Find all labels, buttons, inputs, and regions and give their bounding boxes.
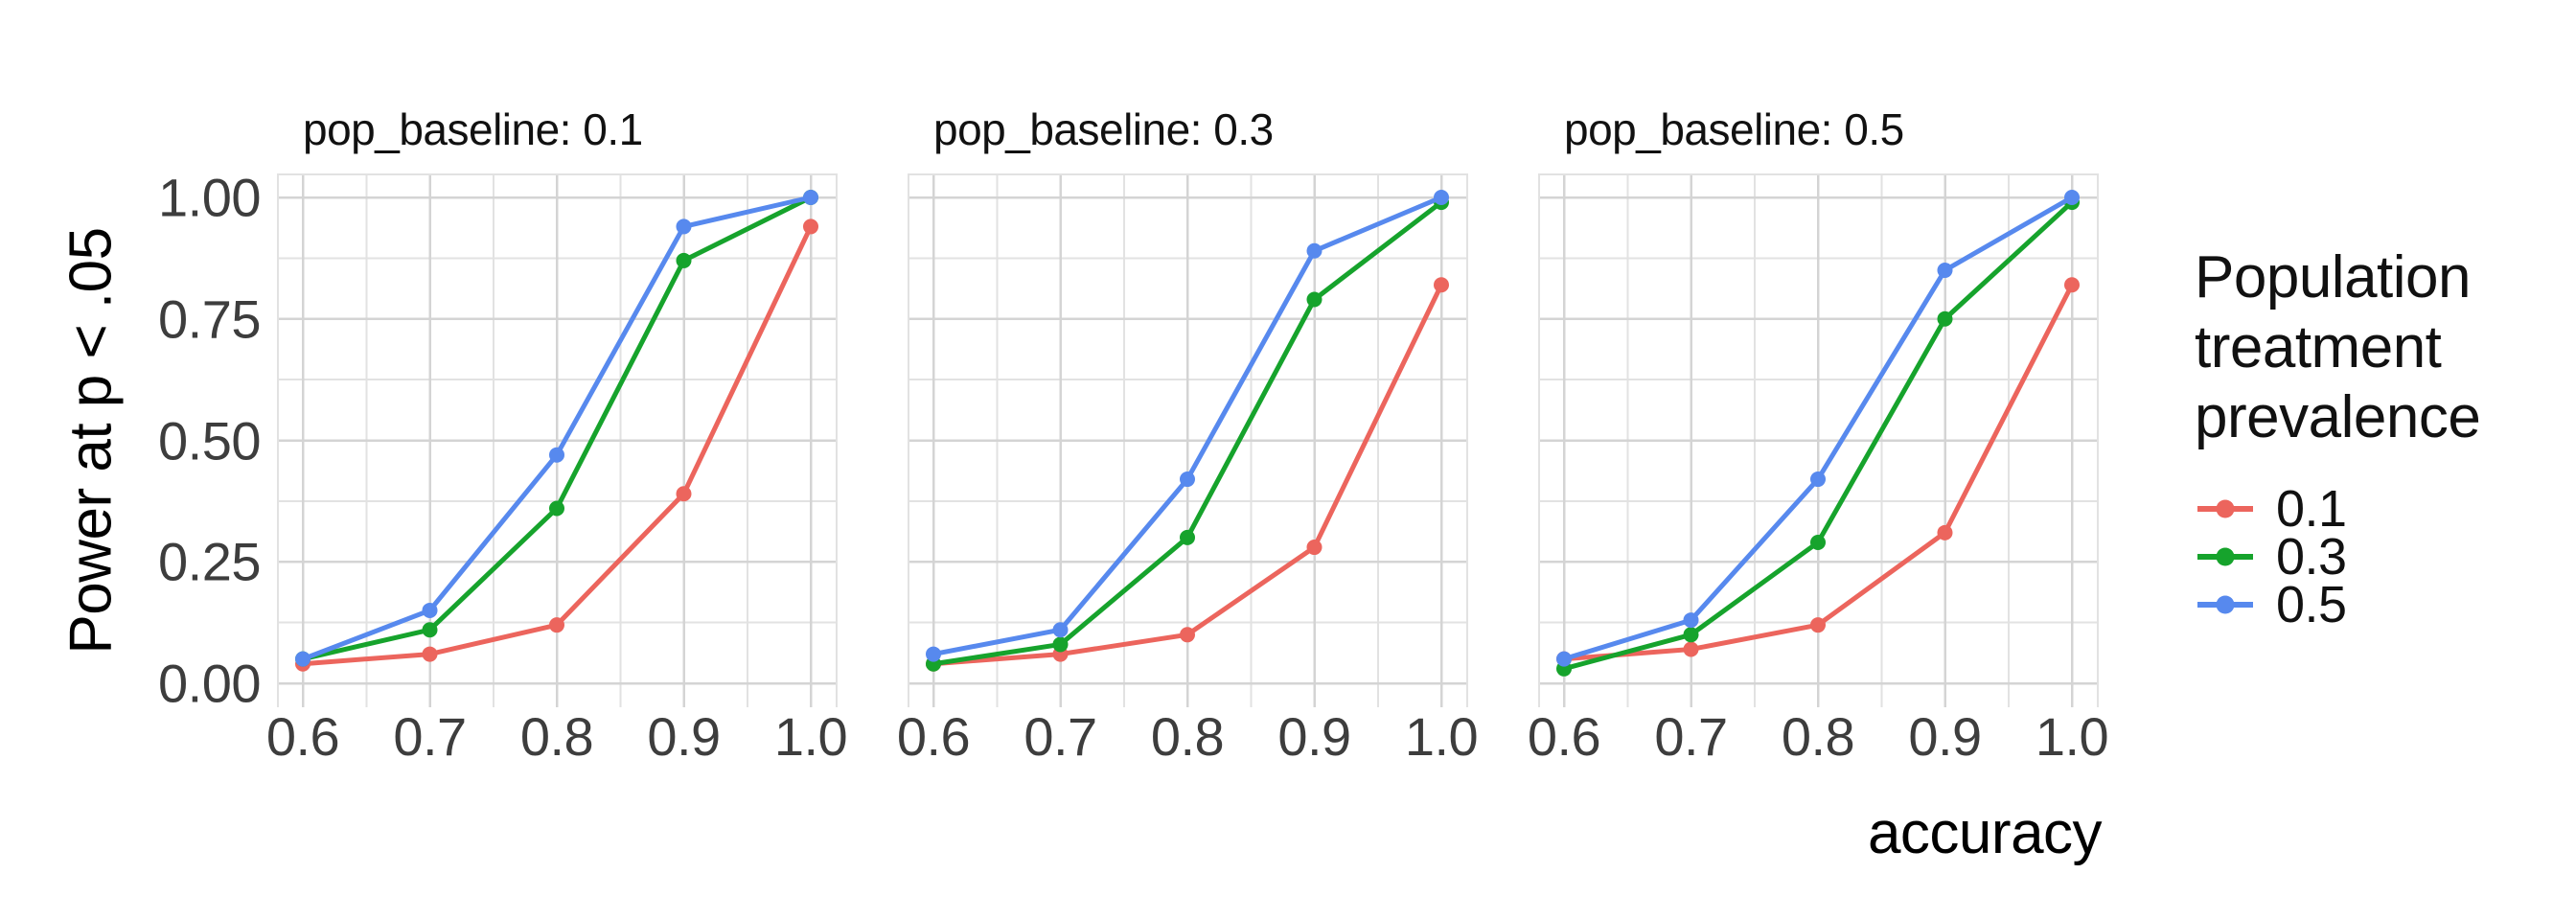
series-0.1: [295, 218, 818, 672]
legend-title: Population treatment prevalence: [2195, 244, 2481, 450]
x-tick-label: 0.7: [393, 706, 467, 767]
legend-item-label: 0.3: [2276, 528, 2347, 586]
data-point: [2064, 277, 2080, 293]
data-point: [1810, 534, 1826, 550]
data-point: [422, 602, 438, 618]
data-point: [549, 617, 564, 633]
data-point: [422, 646, 438, 662]
legend-key-icon: [2197, 595, 2253, 614]
x-tick-label: 0.7: [1654, 706, 1728, 767]
x-tick-label: 0.8: [519, 706, 594, 767]
legend-item-label: 0.1: [2276, 480, 2347, 538]
data-point: [803, 218, 818, 235]
data-point: [803, 190, 818, 205]
gridlines: [277, 173, 838, 707]
facet-panel-plot: [277, 173, 838, 707]
data-point: [1937, 310, 1953, 327]
x-tick-label: 0.8: [1150, 706, 1225, 767]
x-tick-label: 0.7: [1024, 706, 1097, 767]
y-tick-label: 0.00: [158, 653, 262, 714]
data-point: [1810, 472, 1826, 488]
facet-strip-label: pop_baseline: 0.3: [933, 104, 1274, 154]
data-point: [1180, 472, 1195, 488]
data-point: [422, 622, 438, 638]
legend: Population treatment prevalence 0.1 0.3 0.…: [2195, 242, 2568, 633]
data-point: [676, 486, 692, 502]
data-point: [549, 500, 564, 517]
x-tick-label: 0.9: [1908, 706, 1982, 767]
facet-strip-label: pop_baseline: 0.1: [303, 104, 643, 154]
series-0.5: [1556, 190, 2080, 667]
x-tick-label: 0.8: [1781, 706, 1855, 767]
data-point: [549, 447, 564, 463]
data-point: [1434, 277, 1449, 293]
facet-panel-plot: [1538, 173, 2099, 707]
data-point: [295, 651, 310, 667]
legend-item-0.3: 0.3: [2195, 528, 2568, 586]
legend-item-label: 0.5: [2276, 576, 2347, 633]
x-tick-label: 0.9: [1277, 706, 1351, 767]
facet-strip-label: pop_baseline: 0.5: [1564, 104, 1904, 154]
y-tick-label: 0.25: [158, 531, 262, 592]
legend-key-icon: [2197, 499, 2253, 518]
legend-items: 0.1 0.3 0.5: [2195, 480, 2568, 633]
data-point: [1180, 529, 1195, 545]
data-point: [926, 646, 941, 662]
x-tick-label: 1.0: [773, 706, 848, 767]
series-0.5: [926, 190, 1449, 662]
data-point: [676, 218, 692, 235]
data-point: [1306, 291, 1322, 308]
x-tick-label: 0.6: [265, 706, 340, 767]
data-point: [1937, 524, 1953, 540]
data-point: [1683, 612, 1699, 629]
x-tick-label: 1.0: [2035, 706, 2109, 767]
data-point: [1052, 622, 1069, 638]
y-tick-label: 0.75: [158, 288, 262, 350]
data-point: [1683, 627, 1699, 643]
x-tick-label: 0.9: [647, 706, 721, 767]
facet-panel-plot: [908, 173, 1468, 707]
data-point: [1937, 263, 1953, 279]
gridlines: [908, 173, 1468, 707]
x-tick-label: 0.6: [1527, 706, 1601, 767]
x-tick-label: 1.0: [1404, 706, 1479, 767]
series-0.5: [295, 190, 818, 667]
data-point: [676, 252, 692, 268]
data-point: [2064, 190, 2080, 205]
y-tick-label: 1.00: [158, 167, 262, 228]
data-point: [1052, 636, 1069, 653]
x-axis-title: accuracy: [1867, 800, 2103, 866]
legend-key-icon: [2197, 547, 2253, 566]
data-point: [1556, 651, 1572, 667]
y-tick-label: 0.50: [158, 410, 262, 471]
data-point: [1306, 242, 1322, 259]
data-point: [1434, 190, 1449, 205]
data-point: [1683, 641, 1699, 657]
data-point: [1180, 627, 1195, 643]
legend-item-0.5: 0.5: [2195, 576, 2568, 633]
legend-item-0.1: 0.1: [2195, 480, 2568, 538]
data-point: [1810, 617, 1826, 633]
data-point: [1306, 540, 1322, 556]
x-tick-label: 0.6: [896, 706, 971, 767]
